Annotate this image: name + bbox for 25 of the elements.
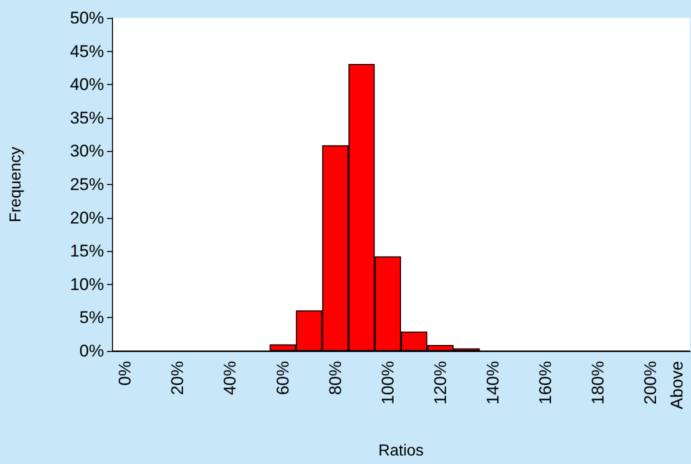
y-tick-label: 15%	[70, 242, 104, 261]
y-tick-label: 0%	[79, 342, 104, 360]
y-tick-label: 20%	[70, 208, 104, 228]
x-tick-label: 140%	[483, 361, 502, 404]
x-tick-label: 40%	[220, 361, 240, 396]
x-tick-label: Above	[667, 361, 686, 410]
x-tick-label: 120%	[430, 361, 450, 404]
y-tick-label: 35%	[70, 108, 104, 128]
y-tick-label: 25%	[70, 175, 104, 194]
x-tick-label: 200%	[641, 361, 660, 404]
x-tick-label: 160%	[536, 361, 555, 404]
y-tick-label: 50%	[70, 8, 104, 28]
y-tick-label: 30%	[70, 142, 104, 161]
y-tick-label: 10%	[70, 274, 104, 294]
x-tick-label: 0%	[116, 361, 135, 386]
x-tick-label: 80%	[326, 361, 345, 396]
x-tick-label: 100%	[378, 361, 398, 404]
x-tick-label: 60%	[273, 361, 292, 396]
x-tick-label: 180%	[588, 361, 608, 404]
y-tick-label: 40%	[70, 75, 104, 94]
y-tick-label: 5%	[79, 308, 104, 328]
y-axis-title: Frequency	[8, 146, 24, 222]
x-tick-label: 20%	[168, 361, 188, 396]
y-tick-label: 45%	[70, 42, 104, 61]
x-axis-title: Ratios	[378, 442, 424, 460]
